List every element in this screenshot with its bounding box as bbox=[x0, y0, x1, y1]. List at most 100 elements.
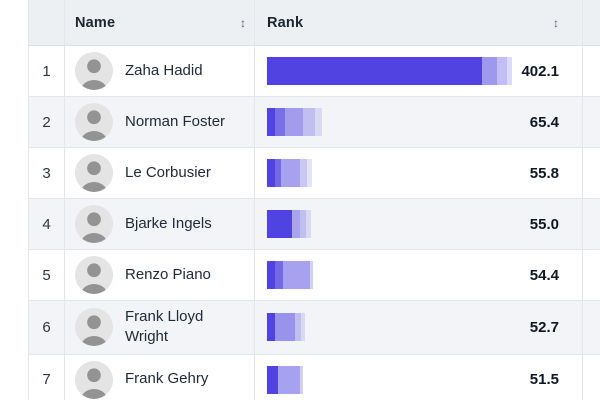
rank-bar-segment bbox=[292, 210, 300, 238]
header-spacer-cell bbox=[583, 0, 600, 45]
rank-bar-segment bbox=[306, 210, 311, 238]
avatar bbox=[75, 308, 113, 347]
rank-cell: 52.7 bbox=[255, 301, 583, 354]
name-cell: Bjarke Ingels bbox=[65, 199, 255, 249]
rank-bar bbox=[267, 57, 512, 85]
rank-bar-segment bbox=[267, 365, 278, 394]
rank-value: 54.4 bbox=[529, 266, 559, 284]
rank-bar-segment bbox=[303, 108, 315, 136]
rank-value: 51.5 bbox=[529, 371, 559, 388]
rank-value: 65.4 bbox=[529, 113, 559, 131]
header-rank-cell[interactable]: Rank ↕ bbox=[255, 0, 583, 45]
rank-bar-segment bbox=[267, 159, 275, 187]
table-row: 2 Norman Foster 65.4 bbox=[28, 97, 600, 148]
rank-bar bbox=[267, 210, 311, 238]
header-index-cell bbox=[28, 0, 65, 45]
table-row: 4 Bjarke Ingels 55.0 bbox=[28, 199, 600, 250]
table-row: 7 Frank Gehry 51.5 bbox=[28, 354, 600, 400]
row-index: 3 bbox=[28, 148, 65, 198]
rank-value: 402.1 bbox=[521, 62, 559, 80]
name-cell: Zaha Hadid bbox=[65, 46, 255, 96]
spacer-cell bbox=[583, 199, 600, 249]
spacer-cell bbox=[583, 148, 600, 198]
rank-bar-segment bbox=[300, 159, 307, 187]
row-index: 7 bbox=[28, 354, 65, 400]
avatar bbox=[75, 103, 113, 141]
name-cell: Frank Gehry bbox=[65, 354, 255, 400]
rank-bar-segment bbox=[497, 57, 507, 85]
rank-bar-segment bbox=[283, 261, 310, 289]
avatar bbox=[75, 154, 113, 192]
rank-bar-segment bbox=[507, 57, 512, 85]
rank-cell: 51.5 bbox=[255, 354, 583, 400]
rank-cell: 402.1 bbox=[255, 46, 583, 96]
avatar bbox=[75, 205, 113, 243]
avatar bbox=[75, 256, 113, 294]
rank-column-header[interactable]: Rank bbox=[267, 14, 304, 31]
rank-value: 55.8 bbox=[529, 164, 559, 182]
rank-cell: 65.4 bbox=[255, 97, 583, 147]
rank-bar-segment bbox=[267, 261, 275, 289]
name-cell: Norman Foster bbox=[65, 97, 255, 147]
table-row: 3 Le Corbusier 55.8 bbox=[28, 148, 600, 199]
person-portrait-icon bbox=[75, 360, 113, 399]
row-index: 2 bbox=[28, 97, 65, 147]
person-portrait-icon bbox=[75, 103, 113, 141]
architect-name: Frank Lloyd Wright bbox=[125, 308, 204, 346]
rank-bar bbox=[267, 159, 312, 187]
name-cell: Frank Lloyd Wright bbox=[65, 301, 255, 354]
person-portrait-icon bbox=[75, 154, 113, 192]
rank-bar-segment bbox=[267, 108, 275, 136]
person-portrait-icon bbox=[75, 256, 113, 294]
name-cell: Renzo Piano bbox=[65, 250, 255, 300]
rank-bar-segment bbox=[275, 261, 283, 289]
person-portrait-icon bbox=[75, 205, 113, 243]
spacer-cell bbox=[583, 46, 600, 96]
rank-bar-segment bbox=[267, 210, 292, 238]
row-index: 5 bbox=[28, 250, 65, 300]
architect-name: Norman Foster bbox=[125, 112, 226, 130]
rank-bar-segment bbox=[295, 313, 301, 342]
rank-value: 52.7 bbox=[529, 318, 559, 336]
rank-cell: 54.4 bbox=[255, 250, 583, 300]
ranking-table: Name ↕ Rank ↕ 1 Zaha Hadid 402.1 bbox=[28, 0, 600, 400]
rank-bar-segment bbox=[310, 261, 313, 289]
row-index: 6 bbox=[28, 301, 65, 354]
architect-name: Bjarke Ingels bbox=[125, 214, 212, 232]
rank-bar-segment bbox=[267, 313, 275, 342]
row-index: 4 bbox=[28, 199, 65, 249]
rank-bar-segment bbox=[482, 57, 497, 85]
rank-bar bbox=[267, 261, 313, 289]
avatar bbox=[75, 52, 113, 90]
table-row: 6 Frank Lloyd Wright 52.7 bbox=[28, 301, 600, 355]
rank-bar-segment bbox=[315, 108, 322, 136]
header-name-cell[interactable]: Name ↕ bbox=[65, 0, 255, 45]
spacer-cell bbox=[583, 355, 600, 400]
table-header-row: Name ↕ Rank ↕ bbox=[28, 0, 600, 46]
rank-bar bbox=[267, 313, 305, 342]
spacer-cell bbox=[583, 250, 600, 300]
person-portrait-icon bbox=[75, 308, 113, 347]
sort-rank-icon[interactable]: ↕ bbox=[553, 15, 559, 30]
spacer-cell bbox=[583, 301, 600, 354]
rank-bar-segment bbox=[275, 108, 285, 136]
avatar bbox=[75, 360, 113, 399]
architect-name: Frank Gehry bbox=[125, 370, 209, 388]
rank-bar bbox=[267, 108, 322, 136]
rank-bar-segment bbox=[301, 313, 305, 342]
rank-bar-segment bbox=[281, 159, 300, 187]
rank-bar-segment bbox=[275, 313, 295, 342]
sort-name-icon[interactable]: ↕ bbox=[240, 15, 246, 30]
architect-name: Le Corbusier bbox=[125, 163, 211, 181]
table-row: 1 Zaha Hadid 402.1 bbox=[28, 46, 600, 97]
rank-cell: 55.0 bbox=[255, 199, 583, 249]
rank-value: 55.0 bbox=[529, 215, 559, 233]
person-portrait-icon bbox=[75, 52, 113, 90]
rank-bar-segment bbox=[300, 210, 306, 238]
architect-name: Zaha Hadid bbox=[125, 61, 203, 79]
architect-name: Renzo Piano bbox=[125, 265, 211, 283]
name-column-header[interactable]: Name bbox=[75, 14, 116, 31]
rank-bar-segment bbox=[275, 159, 281, 187]
rank-cell: 55.8 bbox=[255, 148, 583, 198]
row-index: 1 bbox=[28, 46, 65, 96]
